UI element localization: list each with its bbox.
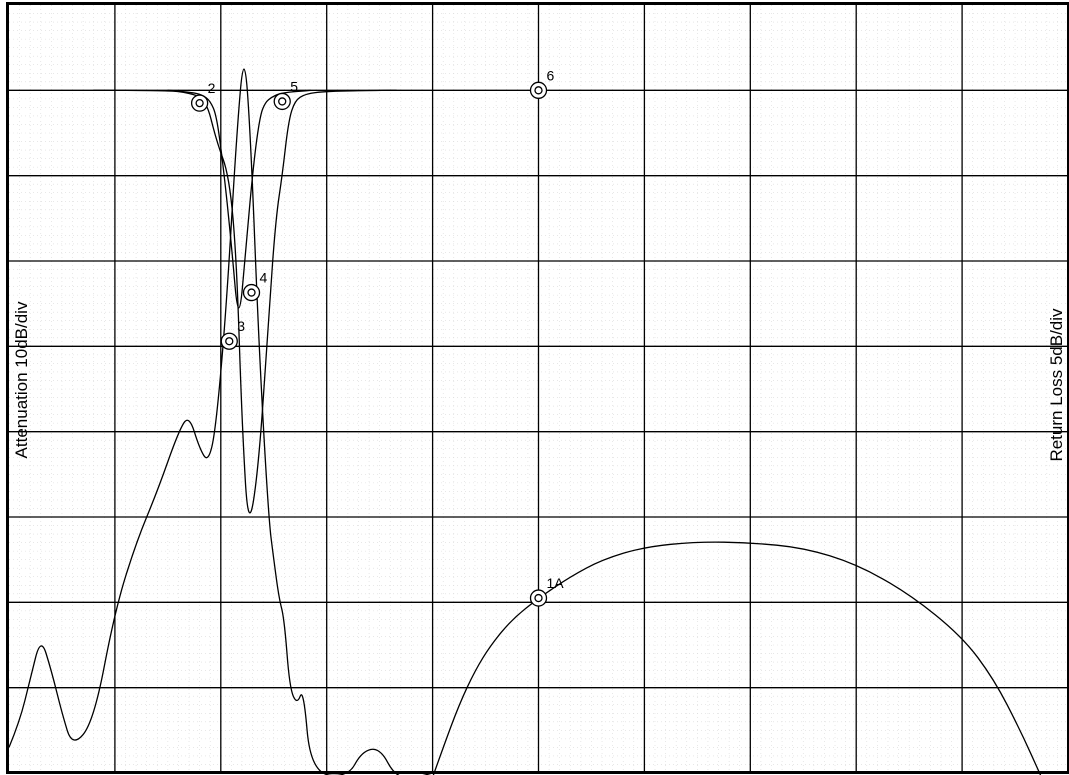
marker-label-3: 3	[237, 318, 245, 334]
marker-dot-5	[278, 97, 287, 106]
traces	[8, 68, 1042, 775]
trace-line-1	[8, 68, 433, 775]
marker-label-1A: 1A	[547, 575, 565, 591]
marker-circle-5	[273, 92, 291, 111]
marker-dot-4	[247, 288, 256, 297]
marker-label-2: 2	[208, 80, 216, 96]
marker-circle-1A	[529, 589, 548, 607]
marker-dot-6	[534, 86, 543, 95]
trace-line-2	[93, 89, 397, 514]
marker-dot-3	[225, 337, 234, 346]
marker-circle-2	[190, 94, 209, 112]
marker-label-5: 5	[290, 78, 298, 94]
marker-label-4: 4	[260, 270, 268, 286]
marker-circle-3	[220, 332, 238, 350]
left-axis-label: Attenuation 10dB/div	[12, 301, 31, 458]
marker-dot-2	[195, 98, 204, 108]
marker-circle-4	[242, 283, 261, 302]
marker-label-6: 6	[547, 67, 555, 83]
right-axis-label: Return Loss 5dB/div	[1047, 308, 1066, 462]
marker-circle-6	[529, 81, 548, 99]
marker-dot-1A	[534, 593, 543, 603]
fine-grid	[9, 5, 1068, 773]
markers: 2 5 3 4 6 1A	[190, 67, 565, 607]
trace-line-4	[432, 541, 1042, 775]
